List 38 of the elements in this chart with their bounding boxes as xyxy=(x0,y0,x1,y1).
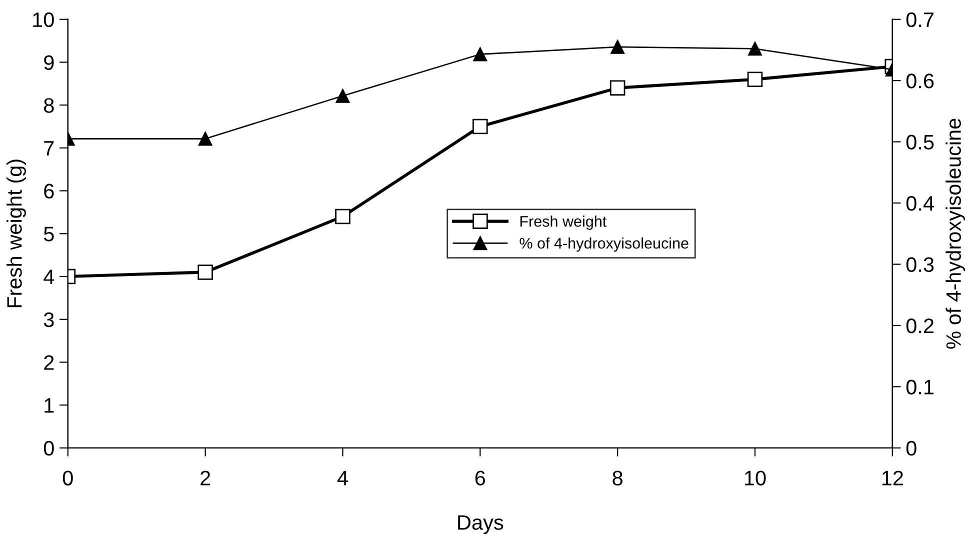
y-tick-label: 0 xyxy=(44,440,54,456)
point xyxy=(748,42,762,56)
y-tick-label: 6 xyxy=(44,184,54,199)
x-tick-label: 2 xyxy=(200,470,210,486)
point xyxy=(335,208,350,224)
y-tick-label: 10 xyxy=(33,12,54,28)
legend-label: Fresh weight xyxy=(520,216,607,230)
point xyxy=(336,88,350,103)
y2-axis-title: % of 4-hydroxyisoleucine xyxy=(946,118,966,349)
y-tick-label: 5 xyxy=(44,226,54,242)
y-tick-label: 3 xyxy=(44,312,54,328)
point xyxy=(472,118,488,134)
y2-tick-label: 0.2 xyxy=(906,318,934,334)
y-axis-title: Fresh weight (g) xyxy=(6,160,26,308)
y-tick-label: 8 xyxy=(44,98,54,113)
y-tick-label: 4 xyxy=(44,270,54,284)
y2-tick-label: 0 xyxy=(906,440,916,456)
x-tick-label: 6 xyxy=(475,470,486,486)
y2-tick-label: 0.4 xyxy=(906,196,934,211)
x-tick-label: 4 xyxy=(337,470,348,486)
y2-tick-label: 0.6 xyxy=(906,74,934,88)
y-tick-label: 9 xyxy=(44,55,54,70)
point xyxy=(610,80,626,96)
y2-tick-label: 0.3 xyxy=(906,257,934,272)
x-tick-label: 0 xyxy=(62,470,73,486)
y2-tick-label: 0.7 xyxy=(906,12,934,28)
point xyxy=(610,40,625,54)
y-tick-label: 1 xyxy=(44,398,54,413)
y-tick-label: 2 xyxy=(44,355,54,370)
x-tick-label: 10 xyxy=(744,470,766,486)
x-tick-label: 12 xyxy=(882,470,903,486)
legend-label: % of 4-hydroxyisoleucine xyxy=(520,237,688,252)
y2-tick-label: 0.1 xyxy=(906,380,934,394)
point xyxy=(473,47,488,62)
y2-tick-label: 0.5 xyxy=(906,134,934,150)
x-axis-title: Days xyxy=(458,515,504,534)
x-tick-label: 8 xyxy=(612,470,622,486)
y-tick-label: 7 xyxy=(44,141,54,156)
